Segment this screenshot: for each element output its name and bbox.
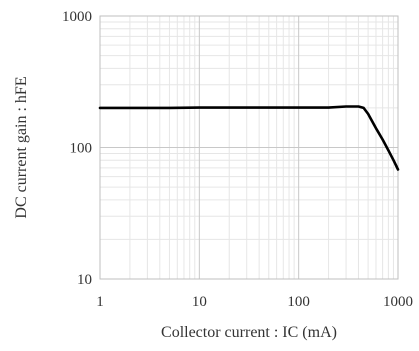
y-tick-label: 10 bbox=[77, 272, 92, 288]
series-layer bbox=[98, 105, 400, 171]
x-tick-label: 10 bbox=[192, 294, 207, 310]
y-tick-labels: 10 100 1000 bbox=[62, 9, 92, 288]
major-gridlines bbox=[100, 16, 398, 279]
y-tick-label: 1000 bbox=[62, 9, 92, 25]
x-axis-label: Collector current : IC (mA) bbox=[161, 324, 337, 341]
y-axis-label: DC current gain : hFE bbox=[13, 76, 30, 218]
x-tick-label: 1000 bbox=[383, 294, 413, 310]
x-tick-label: 1 bbox=[96, 294, 104, 310]
y-tick-label: 100 bbox=[70, 141, 93, 157]
x-tick-labels: 1 10 100 1000 bbox=[96, 294, 413, 310]
x-tick-label: 100 bbox=[287, 294, 310, 310]
series-line bbox=[98, 105, 400, 171]
plot-area-frame bbox=[99, 15, 399, 280]
